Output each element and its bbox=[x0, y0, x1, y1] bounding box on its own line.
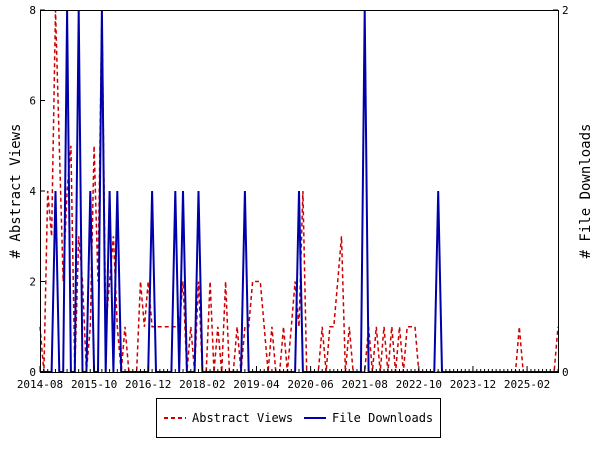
legend-label-abstract-views: Abstract Views bbox=[192, 411, 293, 425]
x-tick-label: 2015-10 bbox=[71, 378, 117, 391]
y-tick-label: 4 bbox=[29, 185, 36, 198]
x-tick-label: 2022-10 bbox=[396, 378, 442, 391]
x-tick-label: 2016-12 bbox=[125, 378, 171, 391]
x-tick-label: 2014-08 bbox=[17, 378, 63, 391]
y-axis-right: 02 bbox=[553, 4, 569, 379]
x-tick-label: 2023-12 bbox=[450, 378, 496, 391]
legend-box bbox=[156, 398, 441, 438]
legend: Abstract Views File Downloads bbox=[156, 398, 441, 438]
x-tick-label: 2021-08 bbox=[342, 378, 388, 391]
x-tick-label: 2020-06 bbox=[287, 378, 333, 391]
x-tick-label: 2018-02 bbox=[179, 378, 225, 391]
y-tick-label: 8 bbox=[29, 4, 36, 17]
y2-tick-label: 2 bbox=[562, 4, 569, 17]
y-tick-label: 0 bbox=[29, 366, 36, 379]
y-axis-left: 0 2 4 6 8 bbox=[29, 4, 45, 379]
x-tick-label: 2019-04 bbox=[233, 378, 280, 391]
y-tick-label: 6 bbox=[29, 95, 36, 108]
y2-tick-label: 0 bbox=[562, 366, 569, 379]
y-axis-title-left: # Abstract Views bbox=[8, 124, 24, 259]
x-tick-label: 2025-02 bbox=[504, 378, 550, 391]
legend-label-file-downloads: File Downloads bbox=[332, 411, 433, 425]
y-tick-label: 2 bbox=[29, 276, 36, 289]
x-axis: 2014-08 2015-10 2016-12 2018-02 2019-04 2020-… bbox=[17, 366, 559, 391]
y-axis-title-right: # File Downloads bbox=[578, 124, 594, 259]
